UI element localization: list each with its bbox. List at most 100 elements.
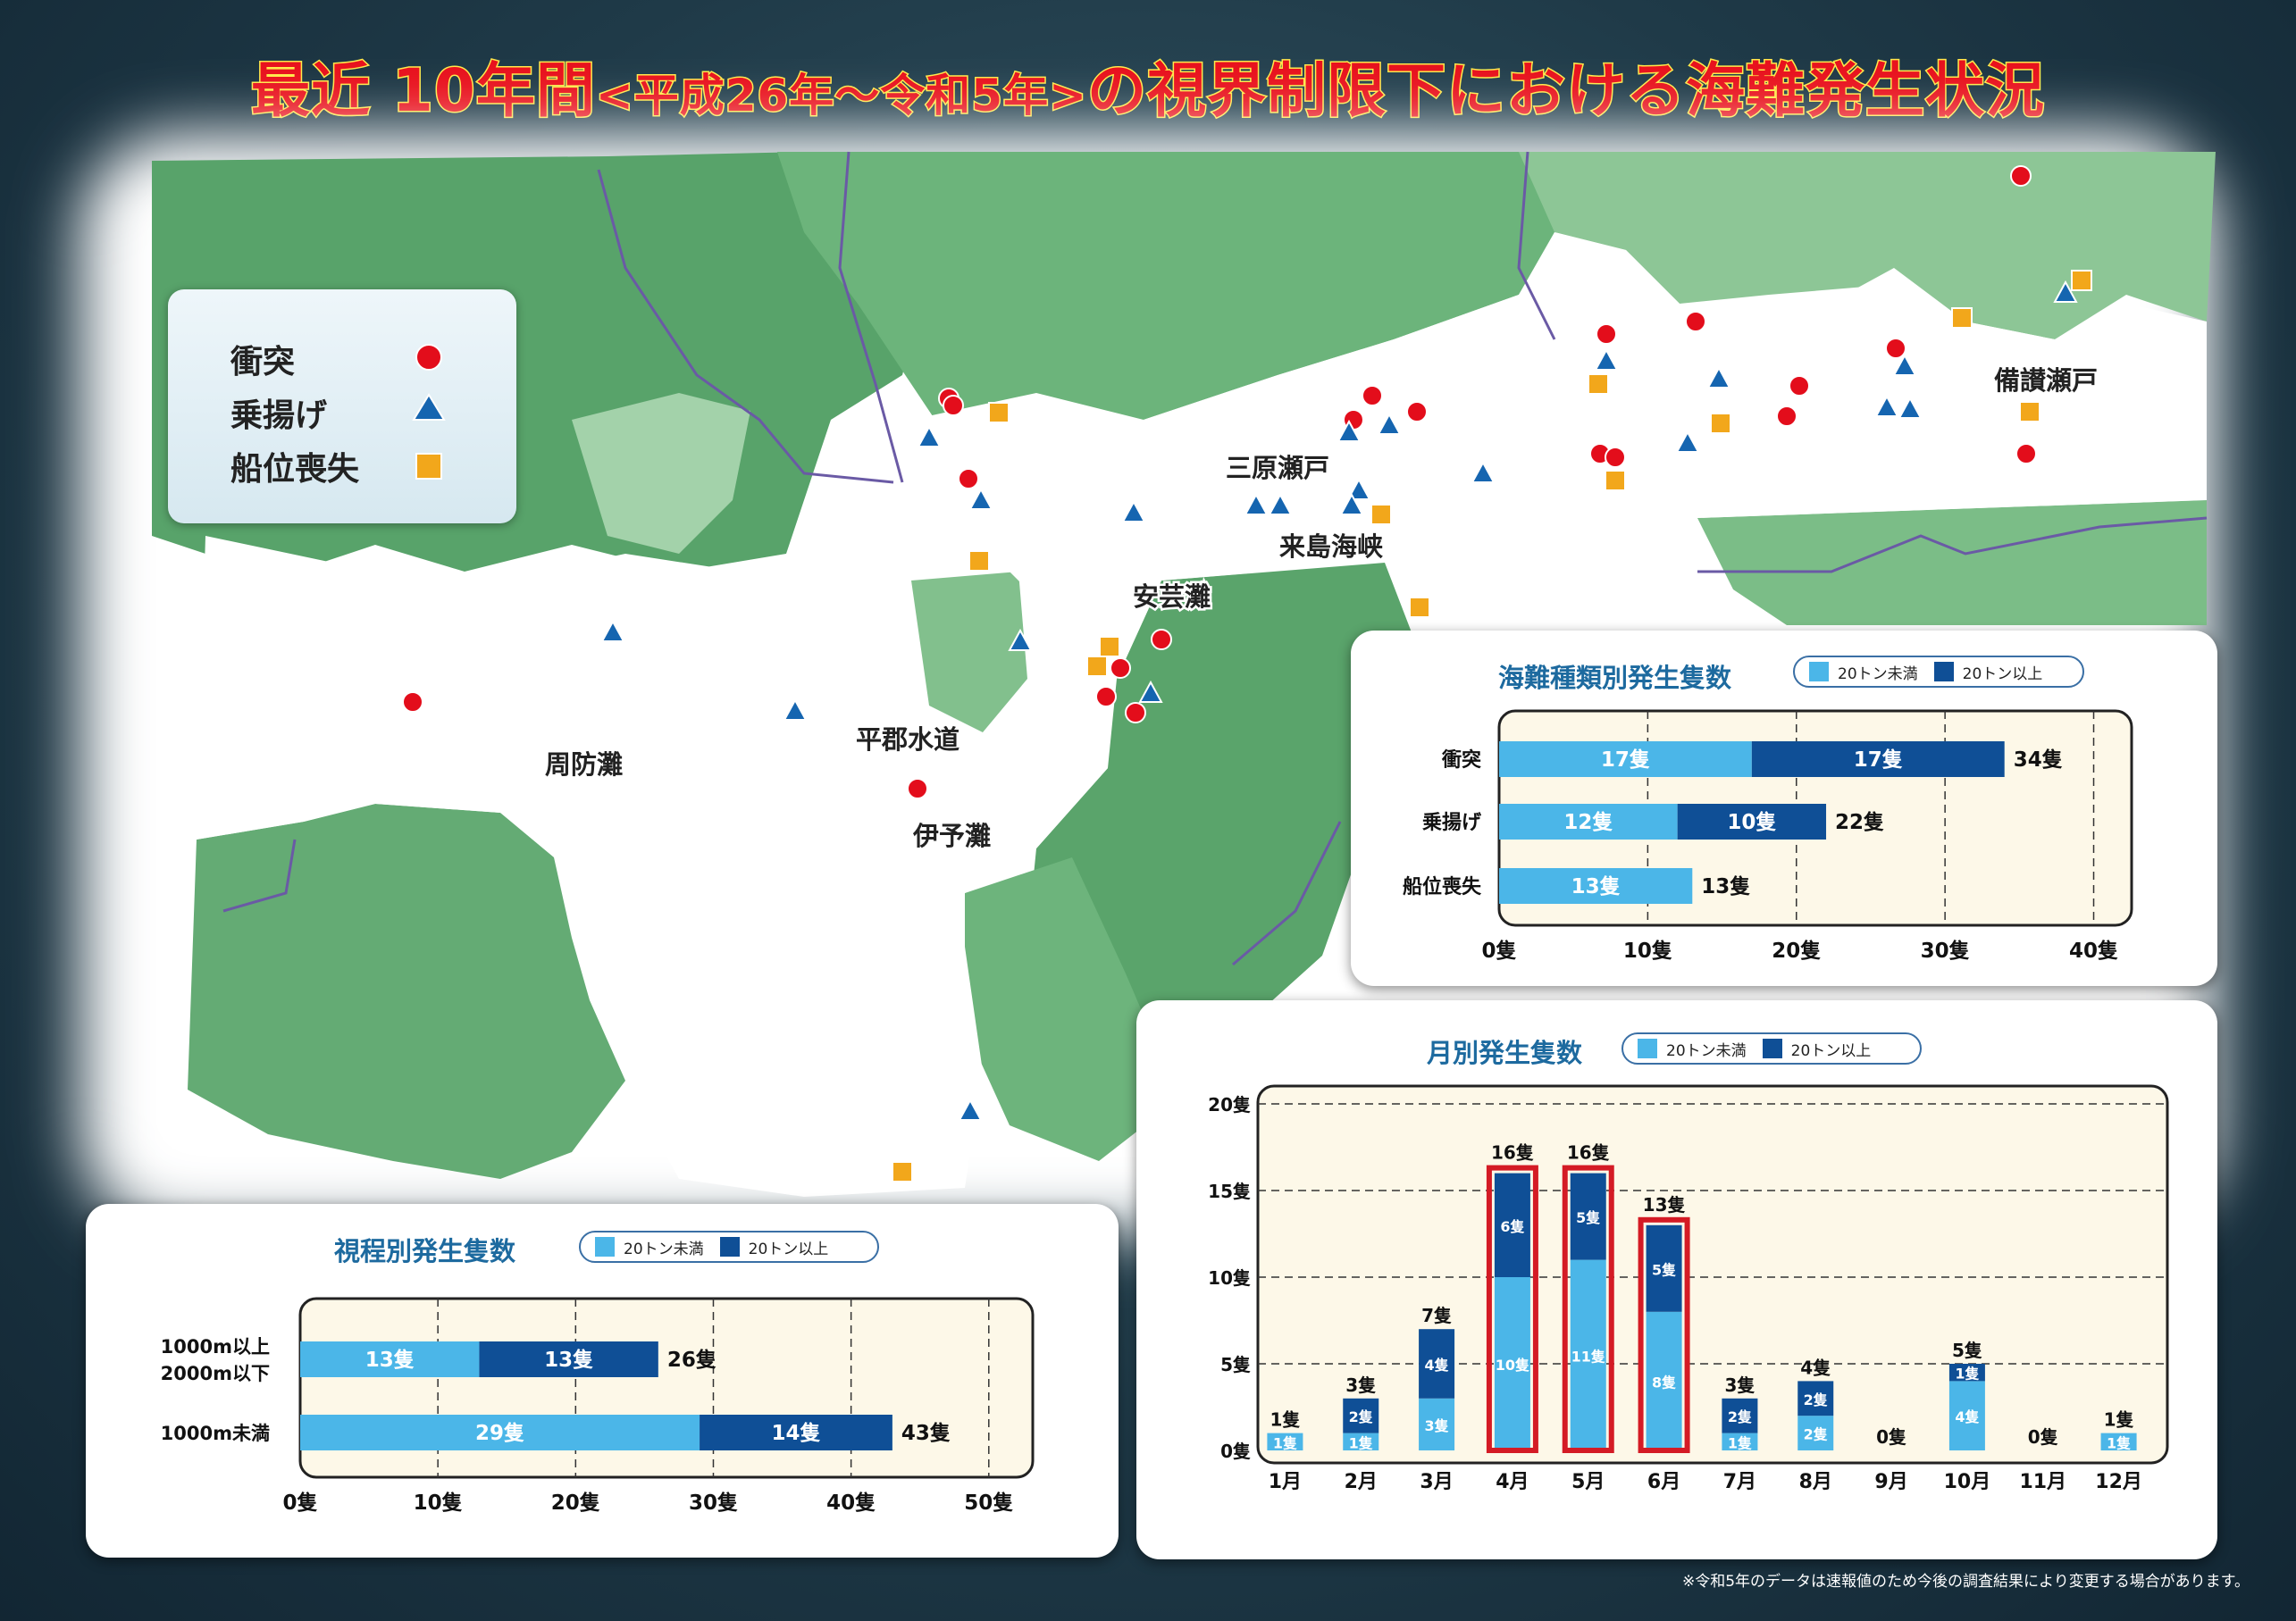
bar-value-label: 12隻: [1563, 810, 1613, 834]
position-loss-marker: [1588, 373, 1609, 395]
position-loss-marker: [1951, 307, 1973, 329]
bar-total-label: 5隻: [1952, 1340, 1982, 1361]
grounding-marker: [1898, 396, 1923, 419]
legend-circle-icon: [415, 344, 442, 371]
bar-over20: [1722, 1398, 1758, 1433]
swatch-over20: [1933, 662, 1954, 681]
bar-value-label: 1隻: [2107, 1434, 2131, 1451]
bar-value-label: 17隻: [1854, 748, 1903, 772]
bar-total-label: 0隻: [2028, 1426, 2058, 1448]
bar-under20: [1948, 1381, 1985, 1450]
bar-over20: [700, 1415, 892, 1450]
bar-value-label: 3隻: [1425, 1417, 1449, 1434]
position-loss-marker: [2071, 270, 2092, 291]
place-bisan-seto: 備讃瀬戸: [1994, 365, 2098, 396]
grounding-marker: [1594, 347, 1619, 371]
collision-marker: [1362, 385, 1383, 406]
legend-over20: 20トン以上: [1962, 664, 2043, 683]
month-label: 10月: [1944, 1471, 1991, 1493]
bar-value-label: 1隻: [1349, 1434, 1373, 1451]
swatch-under20: [1809, 662, 1829, 681]
position-loss-marker: [1710, 413, 1731, 434]
bar-over20: [1343, 1398, 1379, 1433]
title-sub: <平成26年～令和5年>: [594, 69, 1087, 123]
plot-area: [1256, 1084, 2169, 1465]
prefecture-borders: [222, 151, 2208, 966]
bar-value-label: 29隻: [475, 1421, 524, 1445]
category-label: 船位喪失: [1403, 875, 1482, 898]
legend-over20-m: 20トン以上: [1790, 1041, 1872, 1060]
bar-value-label: 6隻: [1500, 1218, 1524, 1235]
legend-position-loss-label: 船位喪失: [230, 451, 360, 488]
bar-total-label: 7隻: [1421, 1305, 1452, 1326]
collision-marker: [1885, 338, 1906, 359]
bar-total-label: 0隻: [1876, 1426, 1906, 1448]
bar-over20: [1751, 741, 2005, 777]
legend-under20: 20トン未満: [1838, 664, 1918, 683]
bar-total-label: 26隻: [667, 1348, 716, 1372]
legend-square-icon: [415, 453, 442, 480]
collision-marker: [1789, 375, 1810, 397]
collision-marker: [907, 778, 928, 799]
bar-under20: [1570, 1259, 1606, 1450]
x-tick-label: 30隻: [689, 1491, 738, 1515]
collision-marker: [1406, 401, 1428, 422]
bar-total-label: 4隻: [1800, 1357, 1831, 1378]
month-label: 9月: [1874, 1471, 1907, 1493]
legend-markers: [412, 344, 446, 480]
bar-value-label: 14隻: [771, 1421, 820, 1445]
bar-value-label: 2隻: [1728, 1408, 1752, 1425]
grounding-marker: [1337, 419, 1362, 442]
legend-under20-v: 20トン未満: [624, 1240, 704, 1258]
bar-value-label: 4隻: [1955, 1408, 1979, 1425]
place-suo-nada: 周防灘: [545, 749, 623, 780]
grounding-marker: [2053, 280, 2078, 303]
place-labels: 三原瀬戸 来島海峡 安芸灘 周防灘 平郡水道 伊予灘 備讃瀬戸: [543, 363, 2100, 854]
month-label: 2月: [1345, 1471, 1378, 1493]
bar-value-label: 1隻: [1955, 1366, 1979, 1383]
month-chart-legend: 20トン未満 20トン以上: [1621, 1032, 1922, 1065]
category-label: 衝突: [1441, 748, 1481, 772]
x-tick-label: 0隻: [282, 1491, 317, 1515]
position-loss-marker: [2019, 401, 2040, 422]
grounding-marker: [1874, 394, 1899, 417]
visibility-chart-title: 視程別発生隻数: [334, 1236, 516, 1266]
month-label: 12月: [2095, 1471, 2142, 1493]
bar-value-label: 2隻: [1804, 1426, 1828, 1443]
bar-total-label: 13隻: [1643, 1194, 1686, 1216]
x-tick-label: 20隻: [551, 1491, 600, 1515]
x-tick-label: 10隻: [414, 1491, 463, 1515]
bar-over20: [479, 1341, 658, 1377]
position-loss-marker: [1086, 656, 1108, 677]
category-label: 1000m未満: [161, 1423, 270, 1444]
bar-total-label: 34隻: [2014, 748, 2063, 772]
x-tick-label: 30隻: [1921, 939, 1970, 963]
bar-value-label: 11隻: [1571, 1348, 1605, 1365]
position-loss-marker: [988, 402, 1010, 423]
month-label: 8月: [1799, 1471, 1832, 1493]
bar-value-label: 5隻: [1652, 1261, 1676, 1278]
bar-over20: [1797, 1381, 1834, 1416]
bar-under20: [1797, 1416, 1834, 1450]
title-main-a: 最近 10年間: [250, 55, 597, 127]
bar-under20: [300, 1341, 480, 1377]
legend-position-loss: 船位喪失: [230, 443, 359, 489]
bar-value-label: 1隻: [1728, 1434, 1752, 1451]
bar-value-label: 17隻: [1601, 748, 1650, 772]
bar-over20: [1677, 804, 1827, 840]
swatch-over20-m: [1762, 1039, 1782, 1058]
grounding-marker: [1471, 460, 1496, 483]
highlight-frame: [1638, 1216, 1690, 1454]
grounding-marker: [1892, 353, 1917, 376]
grounding-marker: [1339, 492, 1364, 515]
bar-value-label: 13隻: [544, 1348, 593, 1372]
y-tick-label: 5隻: [1220, 1354, 1251, 1375]
bar-total-label: 43隻: [901, 1421, 951, 1445]
grounding-marker: [1675, 430, 1700, 453]
collision-marker: [1685, 311, 1706, 332]
bar-total-label: 22隻: [1835, 810, 1884, 834]
collision-marker: [1151, 629, 1172, 650]
bar-value-label: 10隻: [1496, 1357, 1529, 1374]
bar-under20: [1494, 1277, 1530, 1450]
